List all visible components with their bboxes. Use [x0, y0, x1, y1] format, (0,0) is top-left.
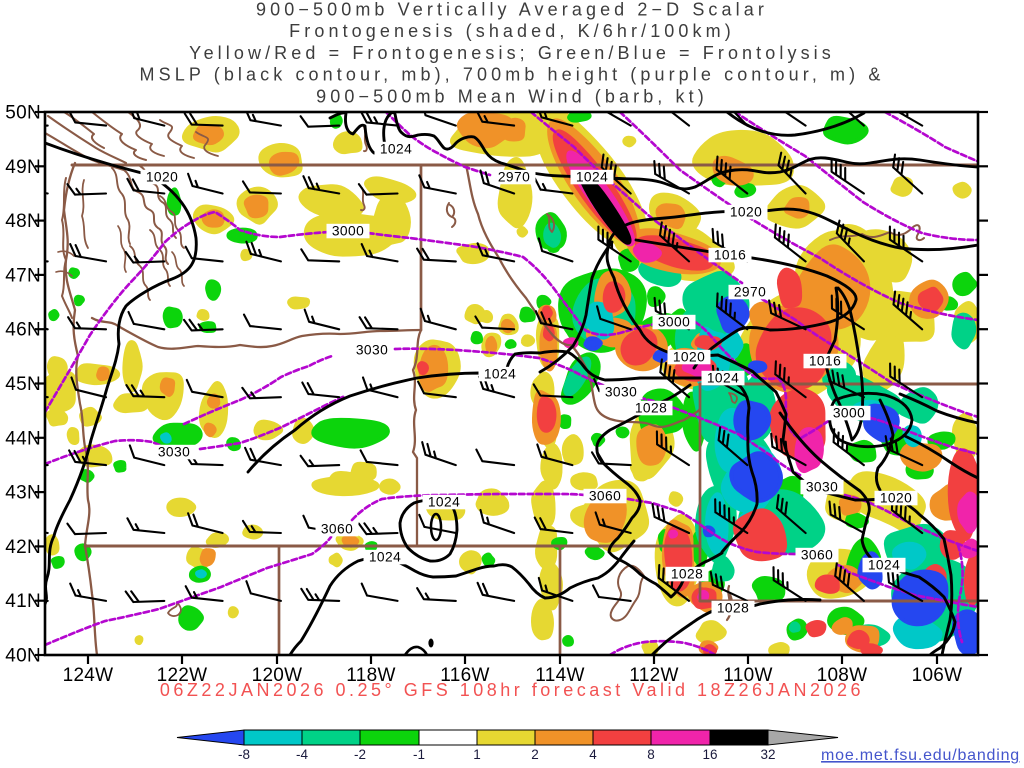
svg-text:8: 8 — [647, 747, 655, 762]
svg-text:-2: -2 — [354, 747, 366, 762]
svg-text:3030: 3030 — [605, 385, 637, 400]
svg-text:4: 4 — [589, 747, 597, 762]
svg-text:3030: 3030 — [356, 343, 388, 358]
svg-text:1024: 1024 — [868, 558, 900, 573]
svg-text:1028: 1028 — [671, 567, 703, 582]
svg-text:112W: 112W — [629, 665, 678, 686]
svg-text:-1: -1 — [413, 747, 425, 762]
svg-text:48N: 48N — [5, 211, 41, 232]
svg-text:900−500mb Mean Wind (barb, kt): 900−500mb Mean Wind (barb, kt) — [316, 86, 708, 106]
svg-text:1020: 1020 — [880, 491, 912, 506]
svg-text:42N: 42N — [5, 537, 41, 558]
svg-text:50N: 50N — [5, 103, 41, 124]
svg-text:900−500mb Vertically Averaged: 900−500mb Vertically Averaged 2−D Scalar — [256, 0, 768, 20]
svg-text:16: 16 — [702, 747, 717, 762]
svg-text:1028: 1028 — [717, 601, 749, 616]
svg-text:06Z22JAN2026 0.25° GFS 108hr f: 06Z22JAN2026 0.25° GFS 108hr forecast Va… — [160, 680, 864, 700]
svg-text:2: 2 — [531, 747, 539, 762]
svg-text:40N: 40N — [5, 646, 41, 667]
svg-text:3000: 3000 — [833, 406, 865, 421]
svg-text:124W: 124W — [63, 665, 114, 686]
svg-text:1024: 1024 — [576, 170, 608, 185]
svg-text:110W: 110W — [723, 665, 772, 686]
svg-text:32: 32 — [760, 747, 775, 762]
svg-text:MSLP (black contour, mb), 700m: MSLP (black contour, mb), 700mb height (… — [140, 65, 885, 85]
svg-text:41N: 41N — [5, 591, 41, 612]
svg-text:116W: 116W — [440, 665, 489, 686]
svg-text:3060: 3060 — [589, 489, 621, 504]
svg-text:-8: -8 — [238, 747, 250, 762]
svg-text:-4: -4 — [296, 747, 308, 762]
svg-text:2970: 2970 — [734, 285, 766, 300]
svg-text:moe.met.fsu.edu/banding: moe.met.fsu.edu/banding — [821, 747, 1020, 764]
svg-text:43N: 43N — [5, 483, 41, 504]
svg-text:3030: 3030 — [158, 445, 190, 460]
svg-text:2970: 2970 — [498, 170, 530, 185]
svg-text:46N: 46N — [5, 320, 41, 341]
svg-text:49N: 49N — [5, 157, 41, 178]
svg-text:108W: 108W — [817, 665, 868, 686]
svg-text:45N: 45N — [5, 374, 41, 395]
svg-text:114W: 114W — [535, 665, 584, 686]
svg-text:1020: 1020 — [146, 170, 178, 185]
svg-text:1024: 1024 — [428, 495, 460, 510]
svg-text:3060: 3060 — [321, 522, 353, 537]
svg-text:1: 1 — [473, 747, 481, 762]
svg-text:1016: 1016 — [714, 248, 746, 263]
svg-text:3000: 3000 — [332, 224, 364, 239]
svg-text:3030: 3030 — [806, 480, 838, 495]
svg-text:120W: 120W — [252, 665, 303, 686]
svg-text:Frontogenesis (shaded, K/6hr/1: Frontogenesis (shaded, K/6hr/100km) — [289, 21, 735, 41]
svg-text:122W: 122W — [157, 665, 208, 686]
svg-text:1020: 1020 — [673, 350, 705, 365]
svg-text:3000: 3000 — [658, 315, 690, 330]
svg-text:1016: 1016 — [809, 354, 841, 369]
svg-text:44N: 44N — [5, 428, 41, 449]
svg-text:118W: 118W — [346, 665, 395, 686]
svg-text:3060: 3060 — [801, 548, 833, 563]
svg-text:47N: 47N — [5, 265, 41, 286]
svg-text:1028: 1028 — [635, 401, 667, 416]
svg-text:Yellow/Red = Frontogenesis; G: Yellow/Red = Frontogenesis; Green/Blue =… — [189, 43, 835, 63]
svg-text:106W: 106W — [912, 665, 963, 686]
svg-text:1020: 1020 — [730, 205, 762, 220]
svg-text:1024: 1024 — [380, 142, 412, 157]
svg-text:1024: 1024 — [369, 550, 401, 565]
svg-text:1024: 1024 — [484, 367, 516, 382]
svg-text:1024: 1024 — [707, 371, 739, 386]
